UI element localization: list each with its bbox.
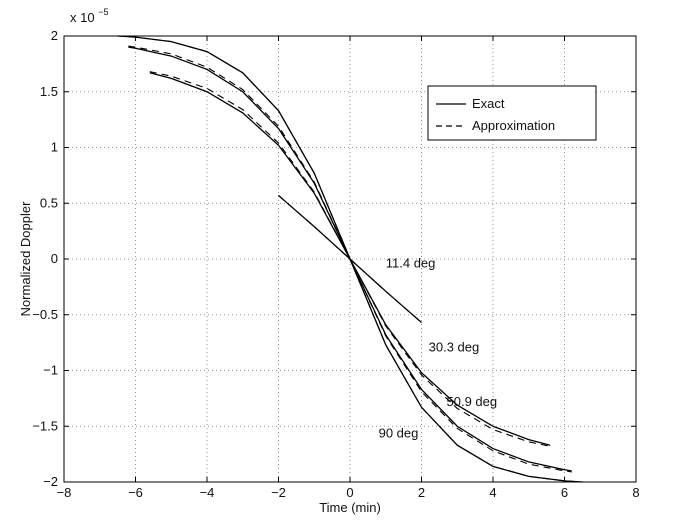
y-tick-label: 1 <box>51 140 58 155</box>
x-tick-label: −6 <box>128 485 143 500</box>
legend-label-approximation: Approximation <box>472 118 555 133</box>
legend-label-exact: Exact <box>472 96 505 111</box>
curve-annotation: 50.9 deg <box>447 394 498 409</box>
y-axis-label: Normalized Doppler <box>18 201 33 317</box>
curve-annotation: 30.3 deg <box>429 340 480 355</box>
x-tick-label: −4 <box>200 485 215 500</box>
x-tick-label: 4 <box>489 485 496 500</box>
y-tick-label: −2 <box>43 474 58 489</box>
x-tick-label: −8 <box>57 485 72 500</box>
y-tick-label: 0 <box>51 251 58 266</box>
y-tick-label: 1.5 <box>40 84 58 99</box>
curve-annotation: 11.4 deg <box>386 255 436 270</box>
y-tick-label: −1 <box>43 363 58 378</box>
legend-box <box>427 85 597 141</box>
y-exponent-power: −5 <box>98 7 108 17</box>
y-tick-label: −1.5 <box>32 418 58 433</box>
y-exponent-base: x 10 <box>70 10 95 25</box>
y-tick-label: 2 <box>51 28 58 43</box>
x-tick-label: 2 <box>418 485 425 500</box>
y-exponent-label: x 10 −5 <box>70 7 108 25</box>
legend: Exact Approximation <box>427 85 597 141</box>
x-tick-label: 6 <box>561 485 568 500</box>
series-exact-line <box>117 35 583 483</box>
x-axis-label: Time (min) <box>319 500 381 515</box>
axis-ticks: −8 −6 −4 −2 0 2 4 6 8 −2 −1.5 −1 −0.5 0 0.5 1 1.5 2 <box>32 28 639 500</box>
series-lines <box>117 35 583 483</box>
x-tick-label: 0 <box>346 485 353 500</box>
y-tick-label: −0.5 <box>32 307 58 322</box>
curve-annotations: 11.4 deg 30.3 deg 50.9 deg 90 deg <box>379 255 498 440</box>
curve-annotation: 90 deg <box>379 425 419 440</box>
y-tick-label: 0.5 <box>40 195 58 210</box>
x-tick-label: 8 <box>632 485 639 500</box>
x-tick-label: −2 <box>271 485 286 500</box>
